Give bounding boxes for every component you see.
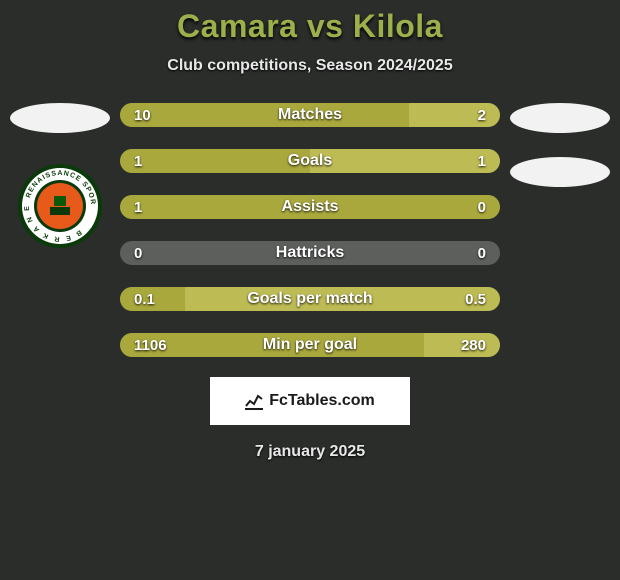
brand-box[interactable]: FcTables.com (210, 377, 410, 425)
subtitle: Club competitions, Season 2024/2025 (0, 57, 620, 75)
main-row: RENAISSANCE SPORTIVE B E R K A N E 102Ma… (0, 103, 620, 357)
stat-bar: 1106 280 Min per goal (120, 333, 500, 357)
brand-chart-icon (245, 392, 263, 410)
brand-text: FcTables.com (269, 392, 375, 410)
bar-right-value: 1 (478, 153, 486, 170)
bar-right-value: 0 (478, 245, 486, 262)
bar-left-value: 0.1 (134, 291, 155, 308)
bar-left-value: 1 (134, 153, 142, 170)
bar-left-value: 1106 (134, 337, 167, 354)
bar-left-value: 10 (134, 107, 151, 124)
stat-bar: 1 1 Goals (120, 149, 500, 173)
right-club-placeholder (510, 157, 610, 187)
bar-right-value: 280 (461, 337, 486, 354)
stat-bar: 10 2 Matches (120, 103, 500, 127)
bar-left-fill (120, 149, 310, 173)
bar-label: Matches (278, 106, 342, 124)
bar-label: Hattricks (276, 244, 344, 262)
right-column (500, 103, 620, 187)
stat-bar: 1 0 Assists (120, 195, 500, 219)
bar-right-fill (409, 103, 500, 127)
bar-left-value: 0 (134, 245, 142, 262)
bar-label: Assists (282, 198, 339, 216)
right-player-placeholder (510, 103, 610, 133)
bar-label: Min per goal (263, 336, 357, 354)
bar-right-fill (310, 149, 500, 173)
date-text: 7 january 2025 (0, 443, 620, 461)
left-player-placeholder (10, 103, 110, 133)
bar-label: Goals per match (247, 290, 372, 308)
stat-bar: 0.1 0.5 Goals per match (120, 287, 500, 311)
stat-bar: 0 0 Hattricks (120, 241, 500, 265)
left-club-badge: RENAISSANCE SPORTIVE B E R K A N E (17, 163, 103, 249)
page-title: Camara vs Kilola (0, 8, 620, 45)
bar-right-value: 2 (478, 107, 486, 124)
stat-bars: 102Matches11Goals10Assists00Hattricks0.1… (120, 103, 500, 357)
bar-left-fill (120, 103, 409, 127)
bar-label: Goals (288, 152, 332, 170)
bar-right-value: 0.5 (465, 291, 486, 308)
bar-left-value: 1 (134, 199, 142, 216)
left-column: RENAISSANCE SPORTIVE B E R K A N E (0, 103, 120, 249)
bar-right-value: 0 (478, 199, 486, 216)
